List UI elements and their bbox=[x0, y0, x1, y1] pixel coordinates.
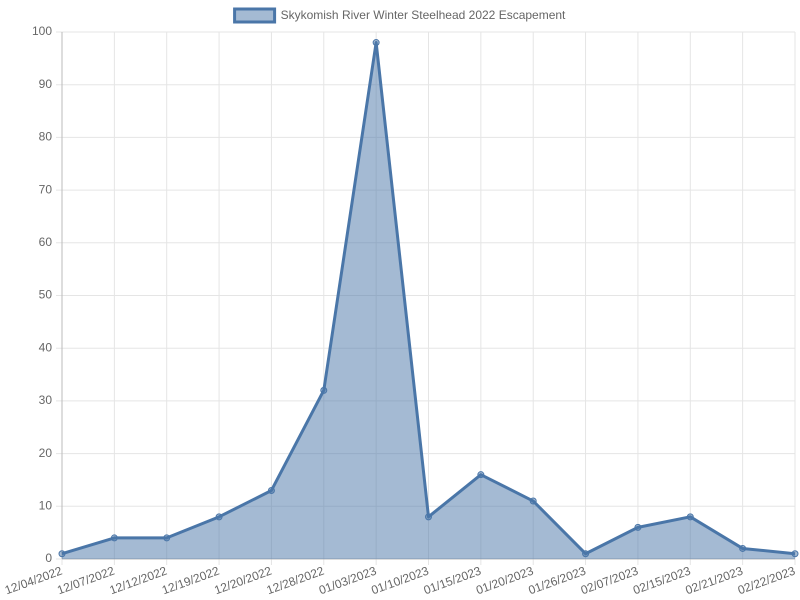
x-tick-label: 12/20/2022 bbox=[212, 564, 274, 598]
point bbox=[686, 513, 694, 521]
x-tick-label: 01/10/2023 bbox=[369, 564, 431, 598]
y-tick-label: 70 bbox=[39, 182, 53, 196]
y-tick-label: 10 bbox=[39, 498, 53, 512]
x-tick-label: 01/20/2023 bbox=[474, 564, 536, 598]
point bbox=[110, 534, 118, 542]
point bbox=[215, 513, 223, 521]
y-tick-label: 80 bbox=[39, 130, 53, 144]
y-tick-label: 100 bbox=[32, 24, 52, 38]
point bbox=[267, 486, 275, 494]
y-tick-label: 0 bbox=[45, 551, 52, 565]
x-tick-label: 01/26/2023 bbox=[526, 564, 588, 598]
y-tick-label: 50 bbox=[39, 288, 53, 302]
point bbox=[634, 523, 642, 531]
point bbox=[425, 513, 432, 521]
y-tick-label: 40 bbox=[39, 340, 53, 354]
point bbox=[791, 550, 799, 558]
point bbox=[320, 386, 328, 394]
point bbox=[739, 544, 747, 552]
point bbox=[529, 497, 537, 505]
legend-label: Skykomish River Winter Steelhead 2022 Es… bbox=[281, 8, 566, 22]
x-tick-label: 12/12/2022 bbox=[108, 564, 170, 598]
x-tick-label: 12/04/2022 bbox=[3, 564, 65, 598]
y-tick-label: 60 bbox=[39, 235, 53, 249]
x-tick-label: 01/03/2023 bbox=[317, 564, 379, 598]
y-tick-label: 30 bbox=[39, 393, 53, 407]
x-tick-label: 02/15/2023 bbox=[631, 564, 693, 598]
point bbox=[372, 39, 380, 47]
x-tick-label: 12/28/2022 bbox=[265, 564, 327, 598]
x-tick-label: 01/15/2023 bbox=[422, 564, 484, 598]
point bbox=[163, 534, 171, 542]
y-tick-label: 90 bbox=[39, 77, 53, 91]
legend: Skykomish River Winter Steelhead 2022 Es… bbox=[233, 7, 566, 24]
point bbox=[477, 471, 485, 479]
x-tick-label: 12/07/2022 bbox=[55, 564, 117, 598]
x-tick-label: 02/22/2023 bbox=[736, 564, 798, 598]
point bbox=[58, 550, 66, 558]
x-tick-label: 02/07/2023 bbox=[579, 564, 641, 598]
x-tick-label: 12/19/2022 bbox=[160, 564, 222, 598]
y-tick-label: 20 bbox=[39, 446, 53, 460]
x-tick-label: 02/21/2023 bbox=[684, 564, 746, 598]
point bbox=[582, 550, 590, 558]
legend-swatch bbox=[233, 7, 277, 24]
